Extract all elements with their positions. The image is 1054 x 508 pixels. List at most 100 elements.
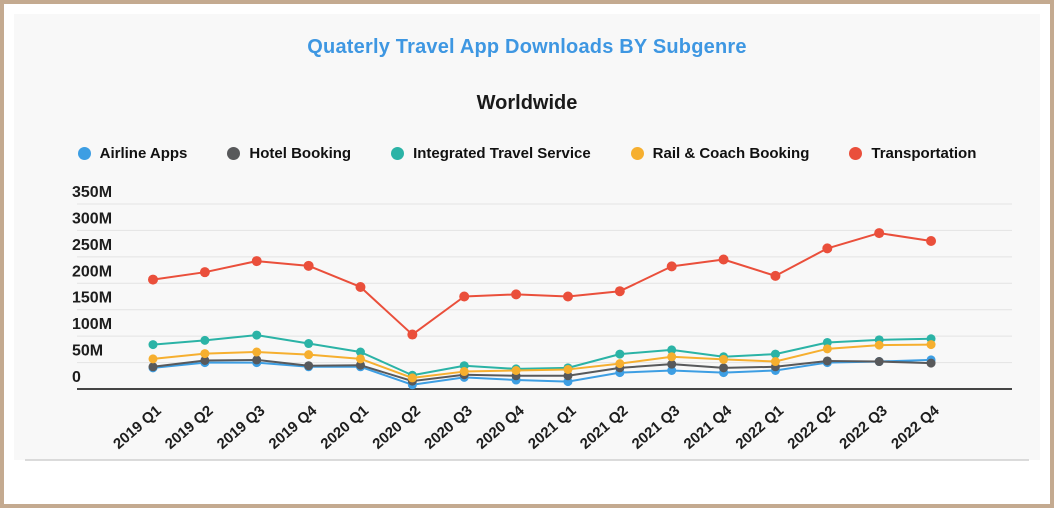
data-point: [199, 267, 210, 278]
y-axis-label: 50M: [72, 343, 103, 360]
x-axis-label: 2019 Q2: [162, 402, 217, 453]
data-point: [926, 358, 936, 368]
data-point: [666, 261, 677, 272]
data-point: [200, 335, 210, 345]
legend-dot-icon: [849, 147, 863, 160]
data-point: [926, 236, 937, 246]
chart-subtitle: Worldwide: [476, 92, 578, 114]
x-axis-label: 2021 Q2: [577, 402, 632, 453]
series-line: [152, 232, 932, 336]
series-line: [152, 343, 932, 379]
data-point: [200, 355, 210, 365]
legend-dot-icon: [630, 147, 644, 160]
x-axis-label: 2022 Q3: [836, 402, 891, 453]
y-axis-label: 300M: [72, 210, 112, 227]
data-point: [770, 270, 781, 281]
x-axis-label: 2020 Q3: [421, 402, 476, 453]
legend-item-airline-apps: Airline Apps: [77, 145, 188, 162]
x-axis-label: 2019 Q4: [266, 402, 321, 453]
x-axis-label: 2019 Q3: [214, 402, 269, 453]
data-point: [355, 347, 365, 357]
y-axis-label: 250M: [72, 237, 112, 254]
data-point: [148, 274, 158, 285]
legend-label: Hotel Booking: [249, 145, 352, 162]
series-line: [152, 358, 932, 386]
legend: Airline Apps Hotel Booking Integrated Trav…: [4, 145, 1050, 162]
y-axis-label: 150M: [72, 290, 112, 307]
chart-title: Quaterly Travel App Downloads BY Subgenr…: [307, 36, 747, 58]
y-axis-label: 0: [72, 369, 81, 386]
data-point: [563, 364, 573, 374]
data-point: [304, 350, 314, 360]
data-point: [355, 360, 365, 370]
x-axis-label: 2022 Q1: [732, 402, 787, 453]
legend-label: Airline Apps: [99, 145, 188, 162]
data-point: [252, 347, 262, 357]
data-point: [304, 339, 314, 349]
legend-label: Integrated Travel Service: [413, 145, 591, 162]
data-point: [770, 349, 780, 359]
data-point: [303, 260, 314, 271]
data-point: [148, 340, 158, 350]
y-axis-label: 350M: [72, 184, 112, 201]
data-point: [719, 363, 729, 373]
data-point: [874, 228, 885, 239]
data-point: [615, 349, 625, 359]
x-axis-label: 2020 Q1: [318, 402, 373, 453]
x-axis-label: 2022 Q2: [784, 402, 839, 453]
y-axis-label: 200M: [72, 263, 112, 280]
x-axis-label: 2020 Q2: [369, 402, 424, 453]
data-point: [148, 362, 158, 372]
data-point: [822, 344, 832, 354]
data-point: [719, 354, 729, 364]
x-axis-label: 2022 Q4: [888, 402, 943, 453]
series-line: [152, 334, 932, 377]
data-point: [511, 366, 521, 375]
data-point: [667, 345, 677, 355]
legend-dot-icon: [227, 147, 241, 160]
legend-dot-icon: [391, 147, 405, 160]
data-point: [563, 371, 573, 381]
legend-dot-icon: [77, 147, 91, 160]
data-point: [822, 337, 832, 347]
legend-item-hotel-booking: Hotel Booking: [227, 145, 351, 162]
data-point: [822, 243, 833, 254]
data-point: [667, 366, 677, 375]
data-point: [874, 357, 884, 367]
x-axis-label: 2021 Q1: [525, 402, 580, 453]
data-point: [926, 340, 936, 350]
data-point: [667, 352, 677, 362]
data-point: [459, 367, 469, 377]
x-axis-label: 2021 Q4: [681, 402, 736, 453]
data-point: [200, 349, 210, 359]
data-point: [252, 330, 262, 340]
data-point: [355, 281, 366, 292]
data-point: [304, 361, 314, 371]
data-point: [718, 254, 729, 265]
chart-stage: Quaterly Travel App Downloads BY Subgenr…: [4, 4, 1050, 504]
series-line: [152, 358, 932, 383]
legend-item-integrated-travel-service: Integrated Travel Service: [391, 145, 591, 162]
data-point: [252, 355, 262, 365]
data-point: [459, 291, 470, 302]
y-axis-label: 100M: [72, 316, 112, 333]
data-point: [822, 356, 832, 366]
data-point: [511, 289, 522, 300]
x-axis-label: 2019 Q1: [110, 402, 165, 453]
legend-item-transportation: Transportation: [849, 145, 976, 162]
data-point: [407, 329, 418, 340]
data-point: [251, 256, 262, 267]
data-point: [615, 359, 625, 369]
legend-label: Rail & Coach Booking: [652, 145, 810, 162]
legend-item-rail-coach-booking: Rail & Coach Booking: [630, 145, 810, 162]
legend-label: Transportation: [871, 145, 977, 162]
data-point: [614, 286, 625, 297]
x-axis-label: 2020 Q4: [473, 402, 528, 453]
data-point: [355, 354, 365, 364]
data-point: [874, 340, 884, 350]
data-point: [148, 354, 158, 364]
data-point: [667, 359, 677, 369]
data-point: [562, 291, 573, 302]
x-axis-label: 2021 Q3: [629, 402, 684, 453]
